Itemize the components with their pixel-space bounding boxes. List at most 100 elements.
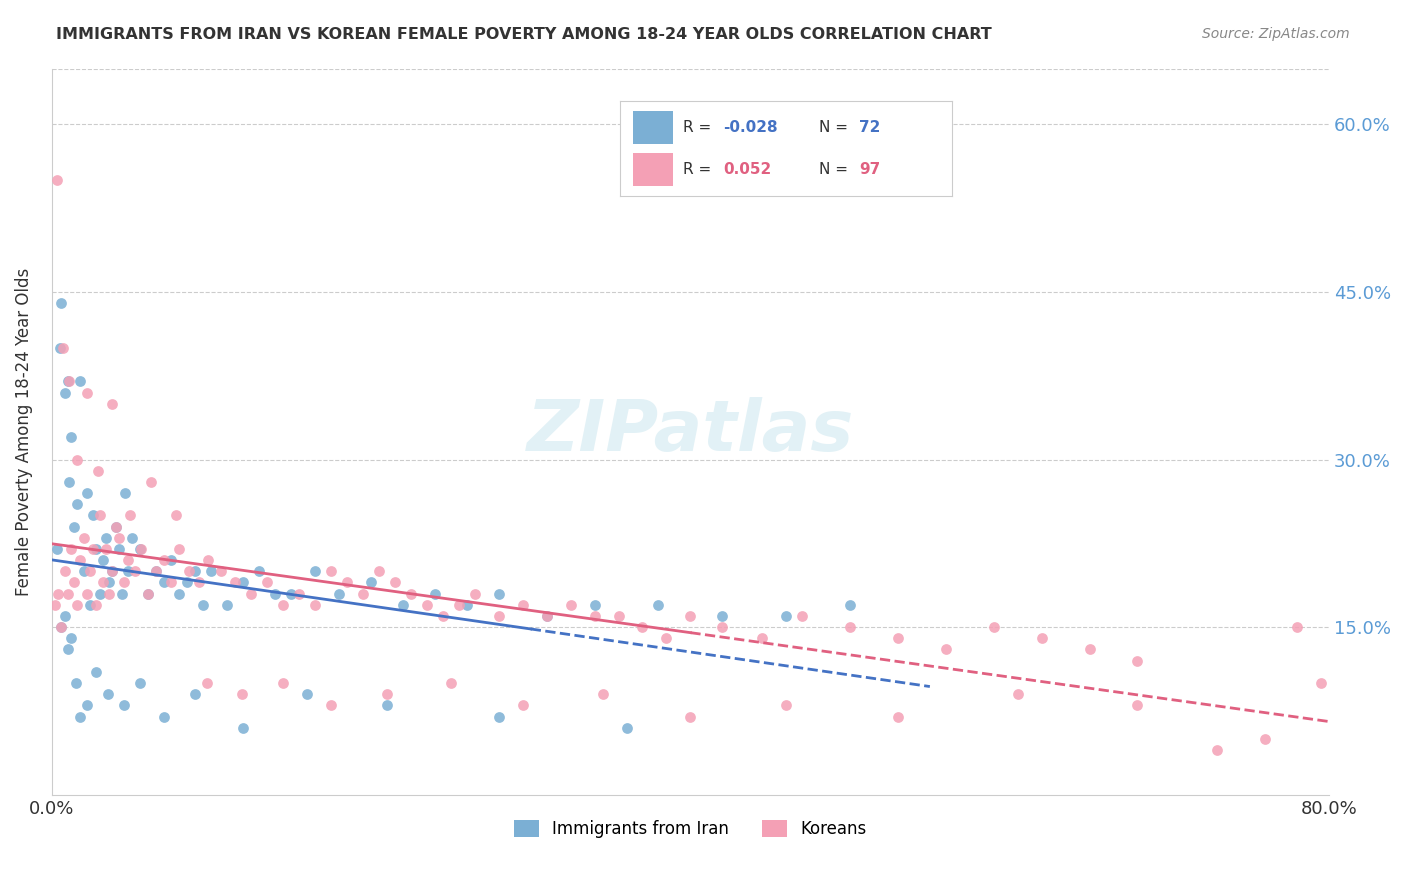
Point xyxy=(73,531,96,545)
Point xyxy=(63,575,86,590)
Point xyxy=(375,698,398,713)
Point xyxy=(53,609,76,624)
Point xyxy=(152,575,174,590)
Point xyxy=(98,575,121,590)
Point xyxy=(111,586,134,600)
Point xyxy=(423,586,446,600)
Point xyxy=(1286,620,1309,634)
Point xyxy=(321,698,343,713)
Point xyxy=(231,687,253,701)
Point xyxy=(63,519,86,533)
Point xyxy=(56,586,79,600)
Point xyxy=(56,642,79,657)
Point xyxy=(89,586,111,600)
Point xyxy=(51,620,73,634)
Point xyxy=(616,721,638,735)
Point xyxy=(256,575,278,590)
Point xyxy=(59,632,82,646)
Point xyxy=(101,397,124,411)
Point xyxy=(65,676,87,690)
Point xyxy=(46,586,69,600)
Point xyxy=(197,553,219,567)
Y-axis label: Female Poverty Among 18-24 Year Olds: Female Poverty Among 18-24 Year Olds xyxy=(15,268,32,596)
Legend: Immigrants from Iran, Koreans: Immigrants from Iran, Koreans xyxy=(508,813,873,845)
Point xyxy=(232,721,254,735)
Point xyxy=(456,598,478,612)
Point xyxy=(271,598,294,612)
Point xyxy=(91,553,114,567)
Point xyxy=(59,430,82,444)
Point xyxy=(66,452,89,467)
Point xyxy=(1031,632,1053,646)
Point xyxy=(1334,654,1357,668)
Point xyxy=(118,508,141,523)
Point xyxy=(98,586,121,600)
Point xyxy=(69,709,91,723)
Point xyxy=(321,564,343,578)
Point xyxy=(145,564,167,578)
Point xyxy=(1206,743,1229,757)
Point xyxy=(66,598,89,612)
Point xyxy=(86,541,108,556)
Point xyxy=(375,687,398,701)
Point xyxy=(104,519,127,533)
Point xyxy=(560,598,582,612)
Point xyxy=(82,508,104,523)
Point xyxy=(69,375,91,389)
Point xyxy=(82,541,104,556)
Point xyxy=(488,609,510,624)
Point xyxy=(295,687,318,701)
Point xyxy=(399,586,422,600)
Point xyxy=(79,598,101,612)
Point xyxy=(1007,687,1029,701)
Point xyxy=(101,564,124,578)
Point xyxy=(136,586,159,600)
Point xyxy=(464,586,486,600)
Point xyxy=(336,575,359,590)
Point xyxy=(195,676,218,690)
Point xyxy=(66,497,89,511)
Point xyxy=(432,609,454,624)
Point xyxy=(264,586,287,600)
Point xyxy=(177,564,200,578)
Point xyxy=(536,609,558,624)
Point xyxy=(121,531,143,545)
Point xyxy=(711,609,734,624)
Point xyxy=(112,698,135,713)
Point xyxy=(184,564,207,578)
Point xyxy=(583,609,606,624)
Point xyxy=(328,586,350,600)
Point xyxy=(152,709,174,723)
Point xyxy=(94,541,117,556)
Point xyxy=(58,375,80,389)
Point xyxy=(209,564,232,578)
Point xyxy=(45,173,67,187)
Point xyxy=(145,564,167,578)
Point xyxy=(1126,698,1149,713)
Point xyxy=(59,541,82,556)
Point xyxy=(440,676,463,690)
Point xyxy=(240,586,263,600)
Point xyxy=(53,385,76,400)
Point xyxy=(44,598,66,612)
Point xyxy=(583,598,606,612)
Point xyxy=(607,609,630,624)
Point xyxy=(887,709,910,723)
Point xyxy=(304,598,326,612)
Point xyxy=(169,541,191,556)
Point xyxy=(76,486,98,500)
Point xyxy=(45,541,67,556)
Point xyxy=(280,586,302,600)
Point xyxy=(53,564,76,578)
Point xyxy=(76,586,98,600)
Point xyxy=(679,709,702,723)
Point xyxy=(352,586,374,600)
Point xyxy=(392,598,415,612)
Point xyxy=(87,464,110,478)
Point xyxy=(104,519,127,533)
Point xyxy=(176,575,198,590)
Point xyxy=(631,620,654,634)
Text: IMMIGRANTS FROM IRAN VS KOREAN FEMALE POVERTY AMONG 18-24 YEAR OLDS CORRELATION : IMMIGRANTS FROM IRAN VS KOREAN FEMALE PO… xyxy=(56,27,993,42)
Point xyxy=(79,564,101,578)
Point xyxy=(360,575,382,590)
